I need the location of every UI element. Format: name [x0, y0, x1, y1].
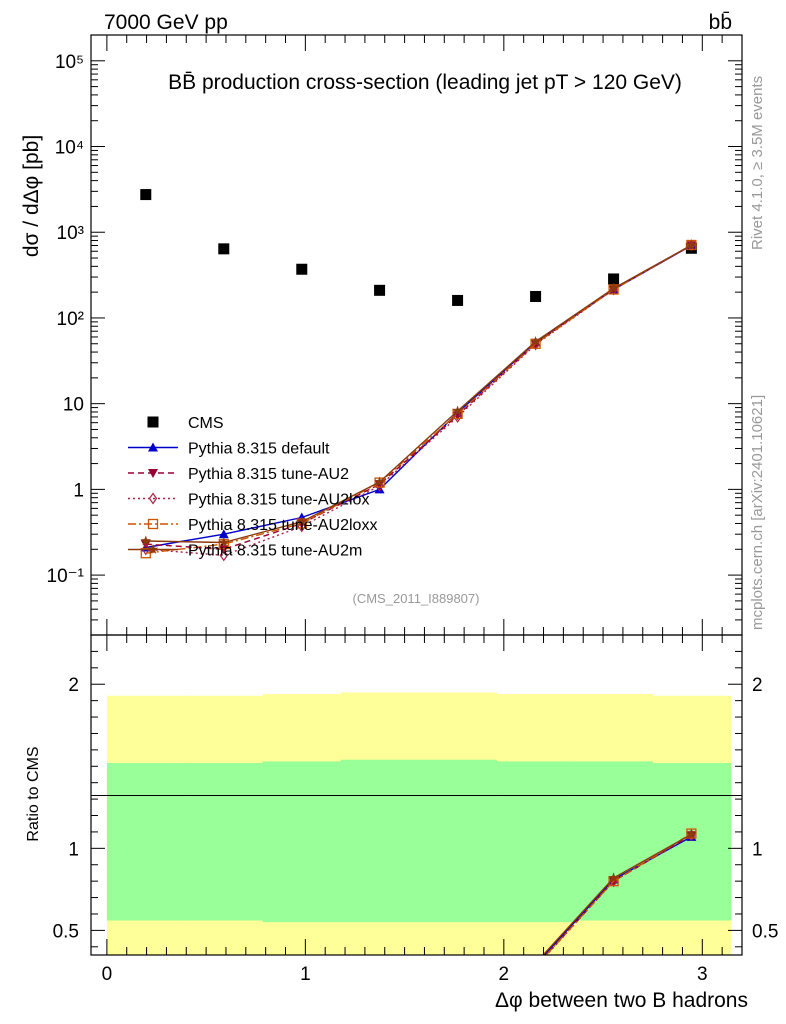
ratio-x-axis: 0 1 2 3 [102, 635, 723, 985]
data-point [530, 336, 541, 346]
main-plot-panel: 10⁻¹ 1 10 10² 10³ 10⁴ 10⁵ BB̄ production cross… [20, 34, 743, 636]
analysis-id-label: (CMS_2011_I889807) [353, 591, 480, 606]
legend-entry: CMS [147, 415, 224, 432]
legend: CMS Pythia 8.315 default Pythia 8.315 tune… [128, 415, 377, 560]
energy-label: 7000 GeV pp [104, 11, 228, 34]
ratio-point [686, 828, 697, 839]
band-bin [106, 763, 186, 921]
ratio-series-group [542, 828, 697, 955]
main-y-axis: 10⁻¹ 1 10 10² 10³ 10⁴ 10⁵ [47, 34, 742, 636]
band-bin [652, 763, 731, 921]
y-tick-label: 10⁻¹ [47, 566, 85, 587]
data-point [141, 543, 151, 556]
data-point [452, 294, 464, 306]
band-bin [262, 761, 342, 923]
process-label: bb̄ [709, 11, 732, 34]
data-point [608, 273, 620, 285]
data-point [296, 516, 307, 527]
legend-label: Pythia 8.315 default [188, 441, 330, 458]
legend-entry: Pythia 8.315 tune-AU2 [128, 466, 349, 483]
band-bin [340, 759, 420, 923]
ratio-bands [106, 692, 731, 955]
band-bin [574, 761, 653, 921]
ratio-y-axis: 0.5 0.5 1 1 2 2 [53, 650, 778, 948]
main-y-axis-label: dσ / dΔφ [pb] [20, 135, 43, 257]
main-series-group [140, 189, 697, 562]
data-point [219, 549, 229, 562]
ratio-point [608, 872, 619, 883]
ratio-y-tick-label-right: 1 [752, 839, 763, 860]
ratio-plot-frame [90, 634, 743, 956]
ratio-y-tick-label-right: 2 [752, 675, 763, 696]
legend-marker [147, 544, 159, 554]
series-line [145, 244, 692, 551]
y-tick-label: 10⁴ [55, 138, 84, 159]
legend-marker [147, 518, 159, 530]
ratio-y-axis-label: Ratio to CMS [25, 746, 42, 841]
y-tick-label: 10³ [57, 223, 84, 244]
x-tick-label: 1 [300, 964, 311, 985]
ratio-y-tick-label: 1 [68, 839, 79, 860]
band-bin [184, 763, 264, 921]
ratio-y-tick-label-right: 0.5 [752, 921, 778, 942]
legend-entry: Pythia 8.315 default [128, 441, 330, 458]
legend-marker [148, 442, 158, 452]
legend-marker [147, 416, 159, 428]
legend-entry: Pythia 8.315 tune-AU2loxx [128, 517, 377, 534]
data-point [374, 284, 386, 296]
green-band [106, 759, 731, 923]
ratio-pythia-8-315-tune-au2m [542, 828, 697, 955]
legend-entry: Pythia 8.315 tune-AU2m [128, 543, 362, 560]
x-tick-label: 0 [102, 964, 113, 985]
series-line [145, 244, 692, 554]
main-plot-title: BB̄ production cross-section (leading je… [168, 71, 682, 94]
data-point [374, 476, 385, 487]
legend-label: CMS [188, 415, 224, 432]
data-point [218, 529, 229, 539]
series-pythia-8-315-tune-au2m [140, 239, 697, 547]
y-tick-label: 1 [73, 480, 84, 501]
legend-label: Pythia 8.315 tune-AU2m [188, 543, 362, 560]
data-point [218, 537, 229, 547]
data-point [608, 282, 619, 293]
ratio-plot-panel: 0.5 0.5 1 1 2 2 0 1 2 3 Ratio to CMS Δφ between … [25, 634, 778, 1012]
band-bin [418, 759, 497, 923]
mcplots-label: mcplots.cern.ch [arXiv:2401.10621] [749, 395, 766, 630]
series-line [145, 244, 692, 557]
data-point [530, 290, 542, 302]
data-point [140, 535, 151, 546]
series-pythia-8-315-tune-au2loxx [140, 239, 697, 559]
legend-entry: Pythia 8.315 tune-AU2lox [128, 492, 369, 509]
rivet-version-label: Rivet 4.1.0, ≥ 3.5M events [749, 76, 766, 250]
x-tick-label: 2 [499, 964, 510, 985]
y-tick-label: 10² [57, 309, 84, 330]
y-tick-label: 10 [63, 395, 84, 416]
data-point [686, 239, 697, 250]
data-point [296, 263, 308, 275]
legend-label: Pythia 8.315 tune-AU2 [188, 466, 349, 483]
main-x-ticks [106, 35, 723, 635]
ratio-y-tick-label: 0.5 [53, 921, 79, 942]
x-axis-label: Δφ between two B hadrons [495, 989, 748, 1012]
band-bin [496, 761, 575, 923]
legend-marker [148, 492, 158, 505]
y-tick-label: 10⁵ [55, 52, 84, 73]
legend-label: Pythia 8.315 tune-AU2loxx [188, 517, 377, 534]
series-line [145, 244, 692, 544]
x-tick-label: 3 [697, 964, 708, 985]
data-point [452, 405, 463, 416]
data-point [140, 189, 152, 201]
legend-marker [148, 469, 158, 478]
legend-label: Pythia 8.315 tune-AU2lox [188, 492, 369, 509]
ratio-y-tick-label: 2 [68, 675, 79, 696]
data-point [218, 243, 230, 255]
